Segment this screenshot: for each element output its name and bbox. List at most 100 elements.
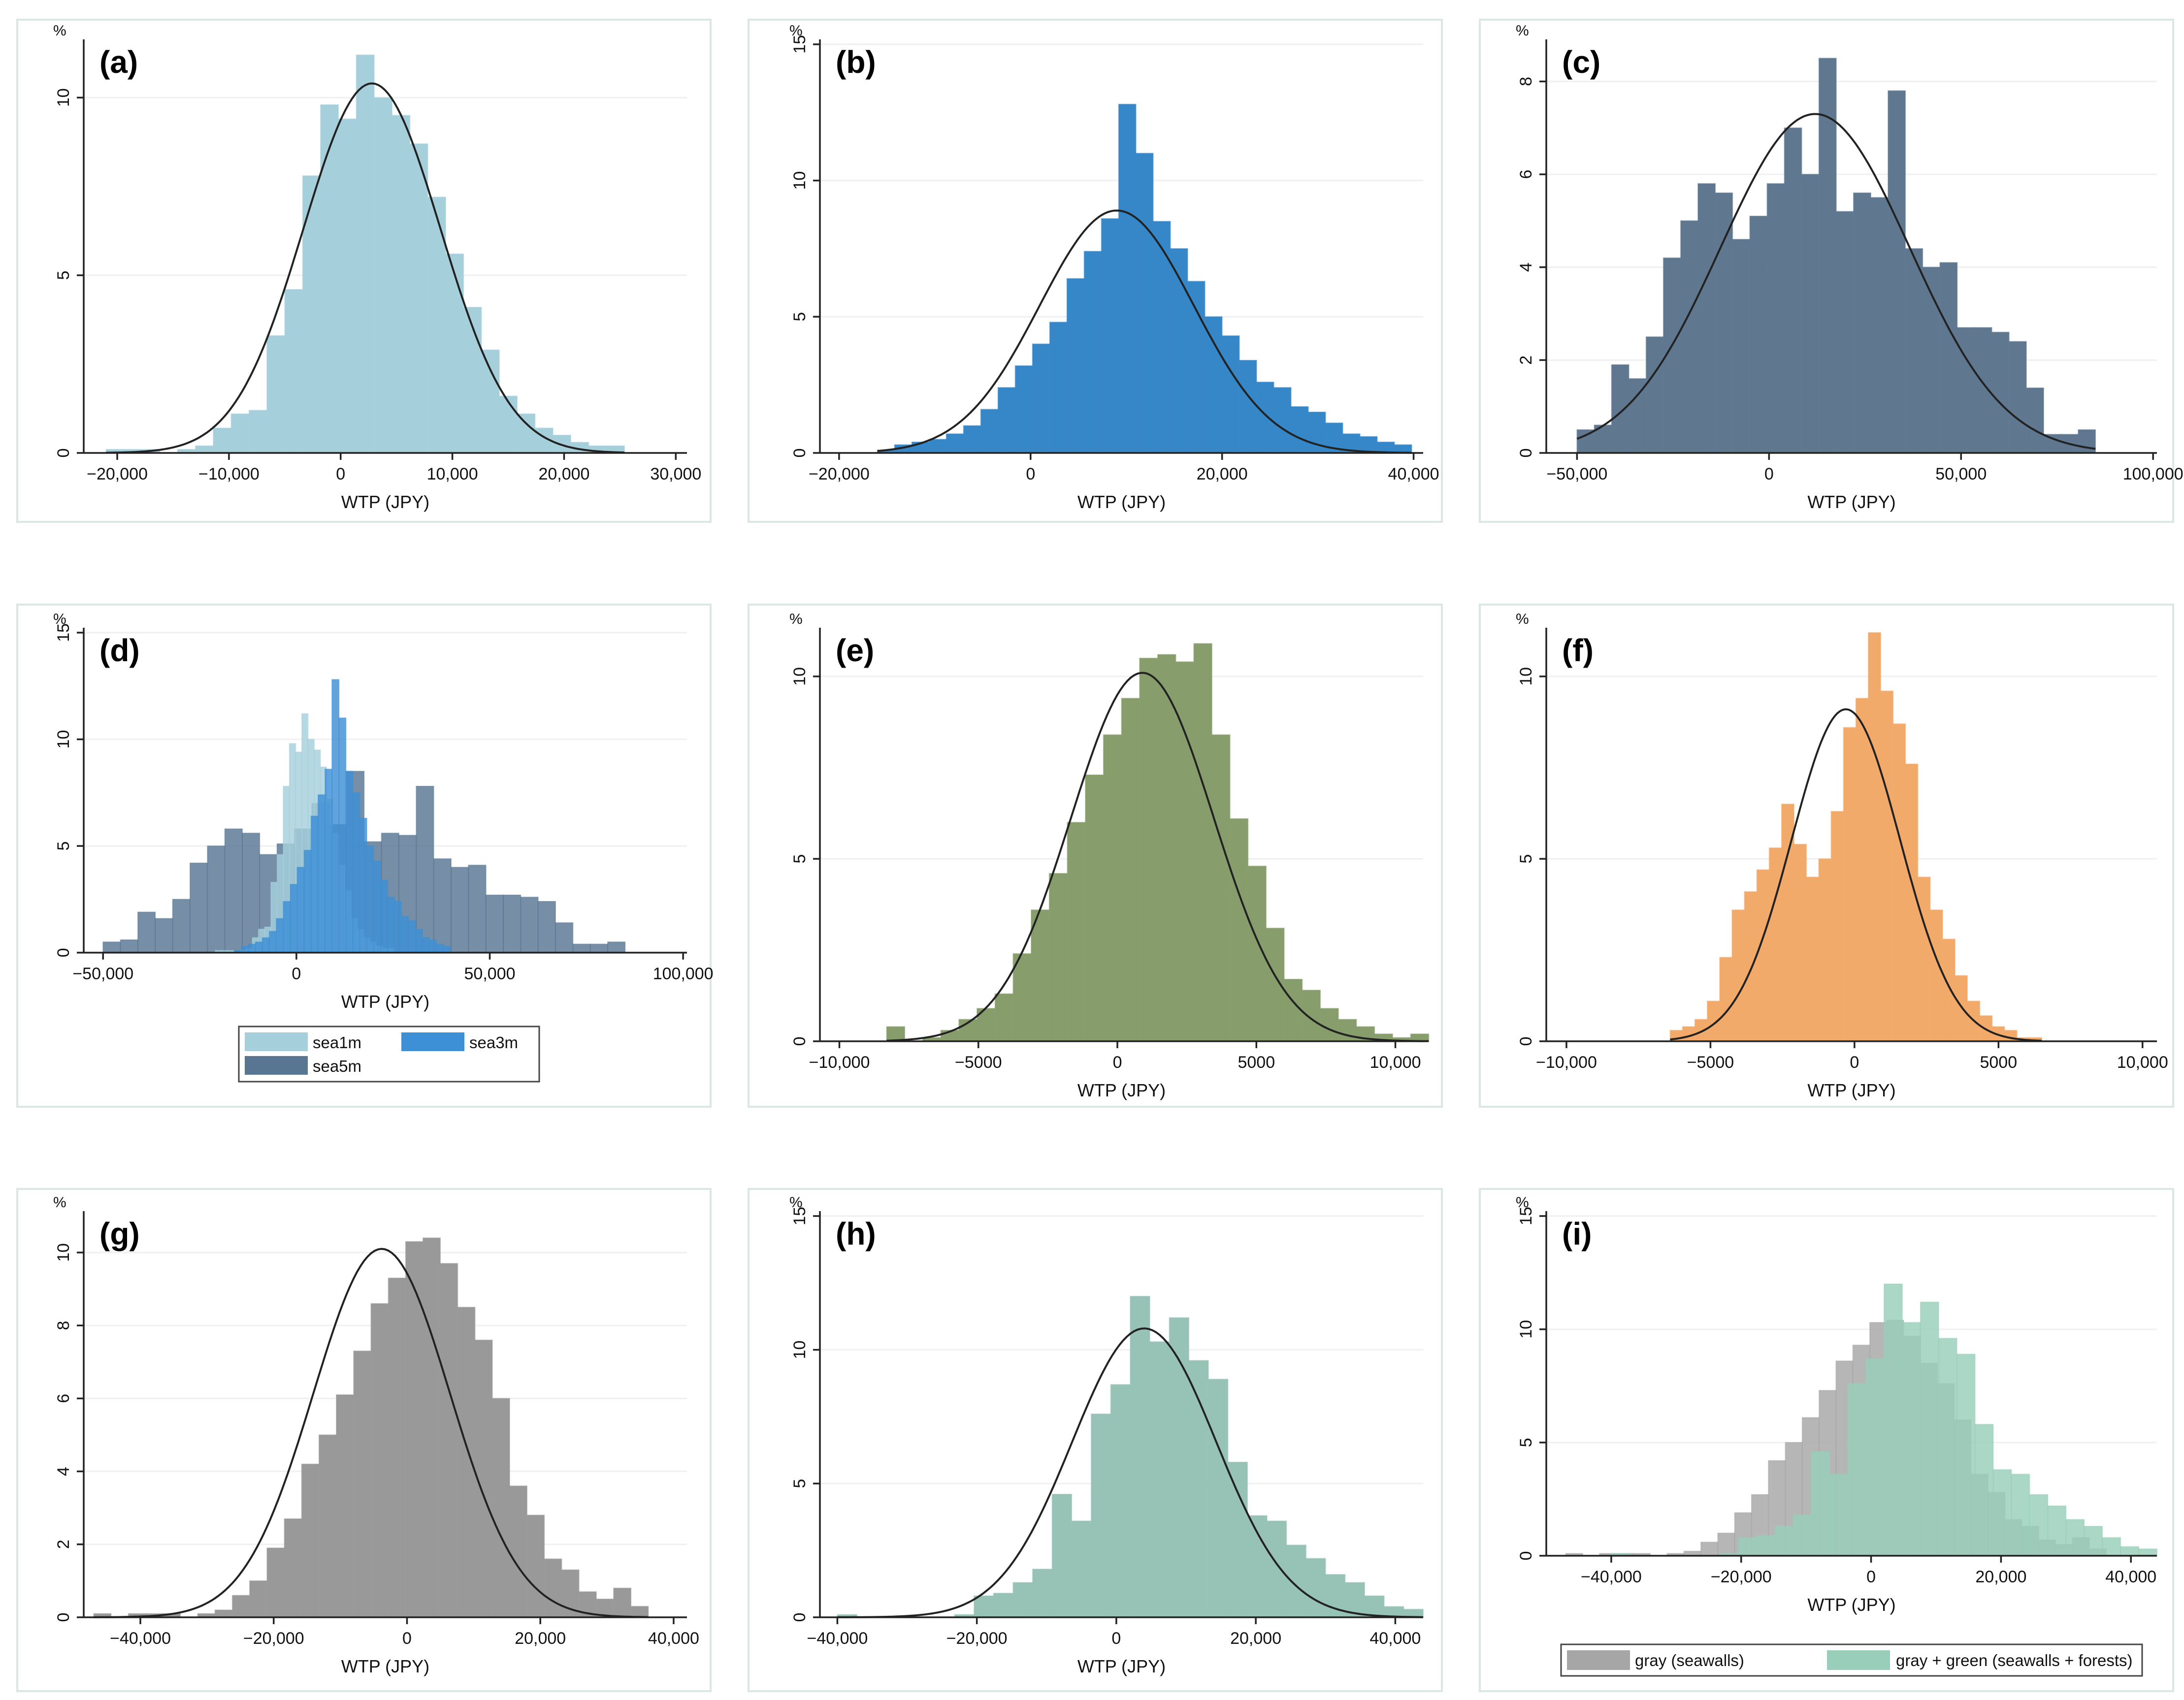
histogram-bar <box>1768 847 1782 1042</box>
histogram-bar <box>303 850 312 953</box>
histogram-bar <box>509 1485 528 1618</box>
histogram-bar <box>1051 1494 1073 1618</box>
panel-h: −40,000 −20,000 0 20,000 40,000 0 5 10 15% WTP (J… <box>748 1188 1443 1692</box>
histogram-bar <box>1149 1341 1170 1618</box>
histogram-bar <box>268 930 277 953</box>
histogram-bar <box>993 1593 1014 1618</box>
histogram-bar <box>613 1587 632 1618</box>
y-tick-label: 0 <box>790 449 809 458</box>
histogram-bar <box>318 1434 337 1618</box>
histogram-bar <box>366 845 374 954</box>
y-tick-label: 15 <box>790 35 809 54</box>
x-tick-label: 10,000 <box>2117 1053 2168 1072</box>
histogram-bar <box>155 918 173 953</box>
histogram-bar <box>408 920 416 953</box>
histogram-bar <box>336 1394 355 1618</box>
histogram-bar <box>468 865 487 954</box>
histogram-bar <box>1083 251 1102 453</box>
histogram-bar <box>331 679 340 954</box>
x-axis-title: WTP (JPY) <box>341 1656 429 1676</box>
histogram-bar <box>422 937 430 953</box>
histogram-bar <box>352 792 360 953</box>
histogram-bar <box>2047 1505 2067 1557</box>
histogram-bar <box>248 410 268 453</box>
histogram-bar <box>1090 1413 1111 1618</box>
histogram-bar <box>544 1558 562 1618</box>
x-tick-label: 50,000 <box>1935 465 1987 483</box>
histogram-bar <box>1032 1569 1053 1618</box>
x-tick-label: 20,000 <box>515 1629 566 1648</box>
y-tick-label: 15 <box>1517 1207 1535 1225</box>
histogram-bar <box>1905 248 1923 453</box>
histogram-bar <box>231 1595 251 1618</box>
histogram-bar <box>1806 876 1820 1042</box>
histogram-bar <box>1032 343 1050 454</box>
histogram-bar <box>481 349 500 454</box>
y-tick-label: 8 <box>1517 77 1535 86</box>
legend-swatch <box>245 1032 308 1051</box>
y-tick-label: 10 <box>790 667 809 686</box>
panel-letter: (d) <box>99 633 140 668</box>
histogram-bar <box>172 898 191 953</box>
histogram-bar <box>338 717 347 954</box>
histogram-bar <box>440 1263 458 1618</box>
histogram-bar <box>241 946 249 953</box>
histogram-bar <box>1221 335 1240 453</box>
y-tick-label: 15 <box>54 623 73 642</box>
x-tick-label: 0 <box>336 465 345 483</box>
histogram-bar <box>1121 698 1141 1042</box>
x-tick-label: −40,000 <box>1581 1568 1642 1586</box>
histogram-bar <box>1256 382 1274 454</box>
y-unit-label: % <box>789 23 803 39</box>
histogram-bar <box>276 918 284 953</box>
histogram-bar <box>1901 1322 1921 1556</box>
histogram-bar <box>296 866 305 953</box>
normal-fit-curve <box>94 1248 649 1618</box>
histogram-bar <box>1942 938 1956 1042</box>
y-tick-label: 10 <box>1517 1320 1535 1339</box>
y-tick-label: 4 <box>54 1467 73 1476</box>
y-tick-label: 0 <box>1517 1037 1535 1046</box>
histogram-bar <box>1680 220 1699 453</box>
histogram-bar <box>1781 803 1795 1042</box>
histogram-bar <box>301 1463 320 1618</box>
x-tick-label: 40,000 <box>1369 1629 1421 1648</box>
histogram-bar <box>241 833 261 954</box>
histogram-bar <box>1211 734 1231 1042</box>
panel-letter: (b) <box>836 44 876 80</box>
histogram-bar <box>1843 727 1857 1042</box>
histogram-bar <box>1801 174 1820 454</box>
histogram-bar <box>1320 1008 1339 1042</box>
histogram-bar <box>1870 197 1889 453</box>
histogram-bar <box>1793 1514 1812 1556</box>
panel-letter: (c) <box>1562 44 1600 80</box>
histogram-bar <box>1888 90 1906 453</box>
legend-label: sea3m <box>469 1033 518 1052</box>
histogram-bar <box>630 1605 649 1618</box>
histogram-bar <box>137 911 156 953</box>
x-tick-label: 20,000 <box>1230 1629 1281 1648</box>
histogram-bar <box>373 860 382 953</box>
y-tick-label: 5 <box>1517 854 1535 864</box>
legend-swatch <box>245 1056 308 1075</box>
histogram-bar <box>1956 1353 1976 1557</box>
y-tick-label: 5 <box>790 312 809 321</box>
histogram-bar <box>373 97 393 453</box>
histogram-bar <box>498 395 518 453</box>
histogram-bar <box>1227 1461 1248 1618</box>
histogram-bar <box>415 929 423 954</box>
histogram-bar <box>2078 429 2096 453</box>
panel-i: −40,000 −20,000 0 20,000 40,000 0 5 10 15% WTP (J… <box>1479 1188 2174 1692</box>
histogram-bar <box>284 289 303 453</box>
histogram-bar <box>416 786 434 953</box>
histogram-bar <box>1103 734 1122 1042</box>
histogram-bar <box>2008 341 2027 453</box>
histogram-bar <box>1865 1358 1885 1557</box>
histogram-bar <box>1811 1451 1830 1556</box>
y-unit-label: % <box>53 23 66 39</box>
histogram-bar <box>325 769 333 954</box>
x-axis-title: WTP (JPY) <box>1807 1080 1895 1100</box>
histogram-bar <box>1883 1283 1903 1556</box>
histogram-bar <box>359 818 367 953</box>
